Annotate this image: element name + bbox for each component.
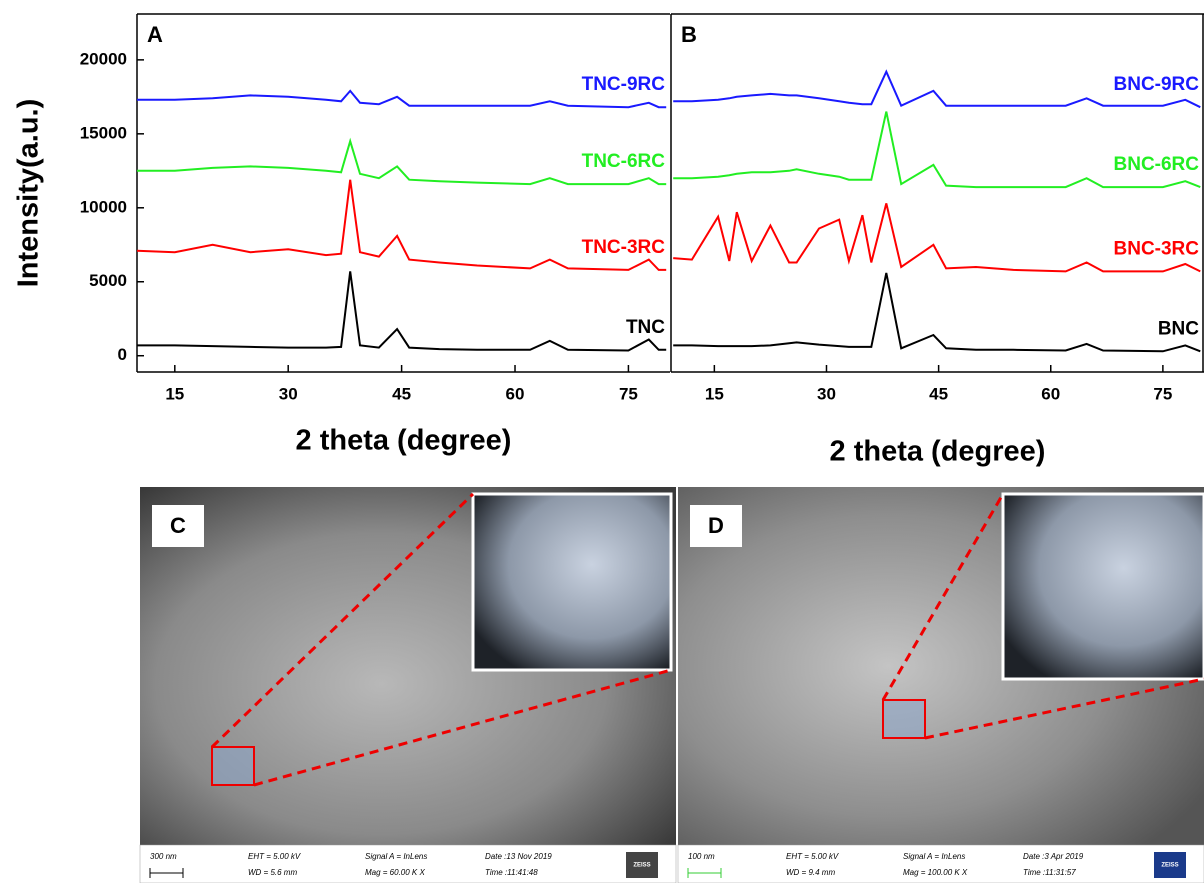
- series-label: BNC: [1158, 318, 1199, 339]
- zoom-arrow: [881, 493, 1005, 701]
- scale-bar-label: 100 nm: [688, 852, 715, 861]
- x-tick-label: 15: [705, 384, 724, 403]
- selection-box: [211, 746, 255, 786]
- x-tick-label: 75: [619, 384, 638, 403]
- y-tick-label: 15000: [80, 123, 127, 142]
- info-bar: [139, 844, 677, 883]
- sem-info: WD = 5.6 mm: [248, 868, 297, 877]
- inset-image: [471, 492, 673, 672]
- y-axis-title: Intensity(a.u.): [13, 99, 45, 288]
- x-tick-label: 15: [165, 384, 184, 403]
- x-tick-label: 45: [929, 384, 948, 403]
- y-tick-label: 0: [118, 345, 127, 364]
- label-box: [690, 505, 742, 547]
- xrd-line: [673, 203, 1201, 273]
- sem-info: EHT = 5.00 kV: [248, 852, 301, 861]
- xrd-line: [673, 111, 1201, 189]
- series-label: BNC-6RC: [1114, 154, 1200, 175]
- xrd-line: [137, 271, 667, 352]
- x-tick-label: 30: [817, 384, 836, 403]
- xrd-line: [137, 89, 667, 109]
- x-axis-title: 2 theta (degree): [296, 425, 512, 457]
- xrd-line: [673, 69, 1201, 109]
- sem-info: EHT = 5.00 kV: [786, 852, 839, 861]
- sem-panel: C 300 nm EHT = 5.00 kV WD = 5.6 mm Signal A …: [139, 487, 677, 883]
- panel-label: D: [708, 513, 724, 538]
- scale-bar: [687, 868, 722, 878]
- series-label: TNC: [626, 317, 665, 338]
- series-label: TNC-6RC: [582, 151, 666, 172]
- xrd-line: [136, 179, 667, 271]
- sem-info: WD = 9.4 mm: [786, 868, 835, 877]
- zoom-arrow: [210, 492, 475, 749]
- sem-info: Time :11:31:57: [1023, 868, 1076, 877]
- sem-info: Signal A = InLens: [903, 852, 965, 861]
- zoom-arrow: [924, 677, 1204, 740]
- brand-logo: [1154, 852, 1186, 878]
- brand-label: ZEISS: [633, 863, 650, 869]
- series-label: BNC-9RC: [1114, 74, 1200, 95]
- x-tick-label: 75: [1153, 384, 1172, 403]
- label-box: [152, 505, 204, 547]
- sem-info: Time :11:41:48: [485, 868, 538, 877]
- zoom-arrow: [253, 668, 672, 787]
- y-tick-label: 10000: [80, 197, 127, 216]
- series-label: BNC-3RC: [1114, 238, 1200, 259]
- scale-bar-label: 300 nm: [150, 852, 177, 861]
- sem-info: Date :3 Apr 2019: [1023, 852, 1084, 861]
- x-tick-label: 30: [279, 384, 298, 403]
- xrd-line: [673, 272, 1201, 353]
- brand-label: ZEISS: [1161, 863, 1178, 869]
- inset-image: [1001, 492, 1204, 681]
- sem-info: Signal A = InLens: [365, 852, 427, 861]
- x-tick-label: 45: [392, 384, 411, 403]
- y-tick-label: 5000: [89, 271, 127, 290]
- xrd-line: [137, 137, 667, 186]
- series-label: TNC-3RC: [582, 237, 666, 258]
- panel-label: A: [147, 22, 163, 47]
- panel-label: B: [681, 22, 697, 47]
- x-axis-title: 2 theta (degree): [830, 436, 1046, 468]
- sem-panel: D 100 nm EHT = 5.00 kV WD = 9.4 mm Signal A …: [677, 487, 1204, 883]
- selection-box: [882, 699, 926, 739]
- x-tick-label: 60: [506, 384, 525, 403]
- sem-info: Date :13 Nov 2019: [485, 852, 552, 861]
- panel-label: C: [170, 513, 186, 538]
- series-label: TNC-9RC: [582, 74, 666, 95]
- sem-info: Mag = 100.00 K X: [903, 868, 968, 877]
- scale-bar: [149, 868, 184, 878]
- x-tick-label: 60: [1041, 384, 1060, 403]
- sem-info: Mag = 60.00 K X: [365, 868, 425, 877]
- brand-logo: [626, 852, 658, 878]
- info-bar: [677, 844, 1204, 883]
- y-tick-label: 20000: [80, 49, 127, 68]
